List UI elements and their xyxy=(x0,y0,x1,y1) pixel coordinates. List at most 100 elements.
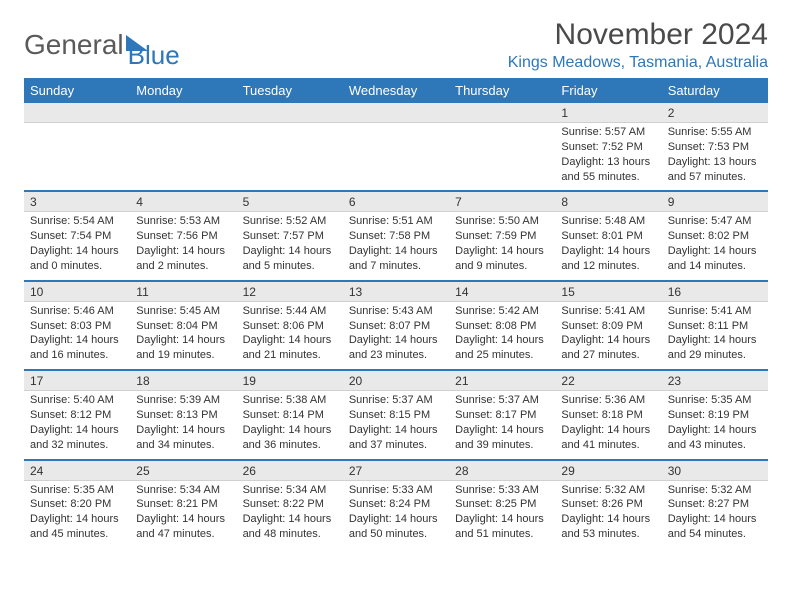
info-row: Sunrise: 5:54 AMSunset: 7:54 PMDaylight:… xyxy=(24,212,768,279)
day-cell: Sunrise: 5:35 AMSunset: 8:19 PMDaylight:… xyxy=(662,391,768,458)
day-number: 9 xyxy=(662,192,768,211)
sunset-text: Sunset: 8:02 PM xyxy=(668,229,762,244)
day-cell: Sunrise: 5:53 AMSunset: 7:56 PMDaylight:… xyxy=(130,212,236,279)
day-number: 3 xyxy=(24,192,130,211)
day-number: 11 xyxy=(130,282,236,301)
sunrise-text: Sunrise: 5:57 AM xyxy=(561,125,655,140)
day-number: 14 xyxy=(449,282,555,301)
daylight-text: Daylight: 14 hours and 16 minutes. xyxy=(30,333,124,363)
day-number xyxy=(24,103,130,122)
day-number: 1 xyxy=(555,103,661,122)
daylight-text: Daylight: 14 hours and 51 minutes. xyxy=(455,512,549,542)
daylight-text: Daylight: 14 hours and 41 minutes. xyxy=(561,423,655,453)
day-cell: Sunrise: 5:55 AMSunset: 7:53 PMDaylight:… xyxy=(662,123,768,190)
sunset-text: Sunset: 8:08 PM xyxy=(455,319,549,334)
daylight-text: Daylight: 14 hours and 5 minutes. xyxy=(243,244,337,274)
day-number: 26 xyxy=(237,461,343,480)
daylight-text: Daylight: 14 hours and 43 minutes. xyxy=(668,423,762,453)
sunrise-text: Sunrise: 5:33 AM xyxy=(349,483,443,498)
day-number: 12 xyxy=(237,282,343,301)
daylight-text: Daylight: 14 hours and 39 minutes. xyxy=(455,423,549,453)
day-number: 17 xyxy=(24,371,130,390)
day-number: 6 xyxy=(343,192,449,211)
sunrise-text: Sunrise: 5:41 AM xyxy=(668,304,762,319)
sunset-text: Sunset: 8:04 PM xyxy=(136,319,230,334)
sunset-text: Sunset: 8:11 PM xyxy=(668,319,762,334)
day-cell: Sunrise: 5:52 AMSunset: 7:57 PMDaylight:… xyxy=(237,212,343,279)
daylight-text: Daylight: 14 hours and 53 minutes. xyxy=(561,512,655,542)
day-number: 19 xyxy=(237,371,343,390)
sunrise-text: Sunrise: 5:38 AM xyxy=(243,393,337,408)
sunrise-text: Sunrise: 5:47 AM xyxy=(668,214,762,229)
dow-mon: Monday xyxy=(130,78,236,103)
page: General Blue November 2024 Kings Meadows… xyxy=(0,0,792,612)
day-number: 27 xyxy=(343,461,449,480)
sunrise-text: Sunrise: 5:37 AM xyxy=(455,393,549,408)
day-cell: Sunrise: 5:41 AMSunset: 8:11 PMDaylight:… xyxy=(662,302,768,369)
daynum-row: 3456789 xyxy=(24,190,768,212)
day-number: 29 xyxy=(555,461,661,480)
sunset-text: Sunset: 8:22 PM xyxy=(243,497,337,512)
sunrise-text: Sunrise: 5:45 AM xyxy=(136,304,230,319)
day-cell: Sunrise: 5:42 AMSunset: 8:08 PMDaylight:… xyxy=(449,302,555,369)
sunrise-text: Sunrise: 5:34 AM xyxy=(136,483,230,498)
day-number: 4 xyxy=(130,192,236,211)
daylight-text: Daylight: 14 hours and 7 minutes. xyxy=(349,244,443,274)
day-cell: Sunrise: 5:50 AMSunset: 7:59 PMDaylight:… xyxy=(449,212,555,279)
day-cell: Sunrise: 5:34 AMSunset: 8:21 PMDaylight:… xyxy=(130,481,236,548)
daylight-text: Daylight: 14 hours and 47 minutes. xyxy=(136,512,230,542)
sunrise-text: Sunrise: 5:36 AM xyxy=(561,393,655,408)
day-number: 15 xyxy=(555,282,661,301)
info-row: Sunrise: 5:35 AMSunset: 8:20 PMDaylight:… xyxy=(24,481,768,548)
dow-sat: Saturday xyxy=(662,78,768,103)
day-number: 18 xyxy=(130,371,236,390)
day-cell: Sunrise: 5:32 AMSunset: 8:27 PMDaylight:… xyxy=(662,481,768,548)
day-number: 10 xyxy=(24,282,130,301)
day-number: 24 xyxy=(24,461,130,480)
sunrise-text: Sunrise: 5:34 AM xyxy=(243,483,337,498)
sunset-text: Sunset: 7:52 PM xyxy=(561,140,655,155)
daylight-text: Daylight: 14 hours and 32 minutes. xyxy=(30,423,124,453)
daylight-text: Daylight: 14 hours and 9 minutes. xyxy=(455,244,549,274)
day-number xyxy=(130,103,236,122)
day-cell: Sunrise: 5:48 AMSunset: 8:01 PMDaylight:… xyxy=(555,212,661,279)
info-row: Sunrise: 5:46 AMSunset: 8:03 PMDaylight:… xyxy=(24,302,768,369)
sunset-text: Sunset: 8:25 PM xyxy=(455,497,549,512)
sunset-text: Sunset: 7:54 PM xyxy=(30,229,124,244)
sunset-text: Sunset: 8:24 PM xyxy=(349,497,443,512)
sunrise-text: Sunrise: 5:48 AM xyxy=(561,214,655,229)
sunset-text: Sunset: 7:58 PM xyxy=(349,229,443,244)
day-number: 30 xyxy=(662,461,768,480)
sunrise-text: Sunrise: 5:32 AM xyxy=(561,483,655,498)
day-cell: Sunrise: 5:45 AMSunset: 8:04 PMDaylight:… xyxy=(130,302,236,369)
daylight-text: Daylight: 14 hours and 25 minutes. xyxy=(455,333,549,363)
sunrise-text: Sunrise: 5:55 AM xyxy=(668,125,762,140)
sunrise-text: Sunrise: 5:44 AM xyxy=(243,304,337,319)
info-row: Sunrise: 5:57 AMSunset: 7:52 PMDaylight:… xyxy=(24,123,768,190)
day-cell: Sunrise: 5:34 AMSunset: 8:22 PMDaylight:… xyxy=(237,481,343,548)
daylight-text: Daylight: 14 hours and 21 minutes. xyxy=(243,333,337,363)
day-number: 8 xyxy=(555,192,661,211)
day-cell: Sunrise: 5:41 AMSunset: 8:09 PMDaylight:… xyxy=(555,302,661,369)
weeks-container: 12Sunrise: 5:57 AMSunset: 7:52 PMDayligh… xyxy=(24,103,768,548)
daynum-row: 12 xyxy=(24,103,768,123)
daylight-text: Daylight: 14 hours and 12 minutes. xyxy=(561,244,655,274)
day-cell: Sunrise: 5:37 AMSunset: 8:15 PMDaylight:… xyxy=(343,391,449,458)
daynum-row: 10111213141516 xyxy=(24,280,768,302)
sunset-text: Sunset: 8:18 PM xyxy=(561,408,655,423)
daylight-text: Daylight: 14 hours and 23 minutes. xyxy=(349,333,443,363)
sunrise-text: Sunrise: 5:43 AM xyxy=(349,304,443,319)
month-title: November 2024 xyxy=(508,18,768,52)
dow-row: Sunday Monday Tuesday Wednesday Thursday… xyxy=(24,78,768,103)
day-cell: Sunrise: 5:40 AMSunset: 8:12 PMDaylight:… xyxy=(24,391,130,458)
calendar: Sunday Monday Tuesday Wednesday Thursday… xyxy=(24,78,768,548)
sunset-text: Sunset: 8:19 PM xyxy=(668,408,762,423)
daylight-text: Daylight: 13 hours and 57 minutes. xyxy=(668,155,762,185)
daylight-text: Daylight: 14 hours and 29 minutes. xyxy=(668,333,762,363)
sunset-text: Sunset: 8:07 PM xyxy=(349,319,443,334)
sunset-text: Sunset: 7:53 PM xyxy=(668,140,762,155)
daylight-text: Daylight: 14 hours and 37 minutes. xyxy=(349,423,443,453)
daylight-text: Daylight: 13 hours and 55 minutes. xyxy=(561,155,655,185)
day-cell: Sunrise: 5:33 AMSunset: 8:25 PMDaylight:… xyxy=(449,481,555,548)
info-row: Sunrise: 5:40 AMSunset: 8:12 PMDaylight:… xyxy=(24,391,768,458)
